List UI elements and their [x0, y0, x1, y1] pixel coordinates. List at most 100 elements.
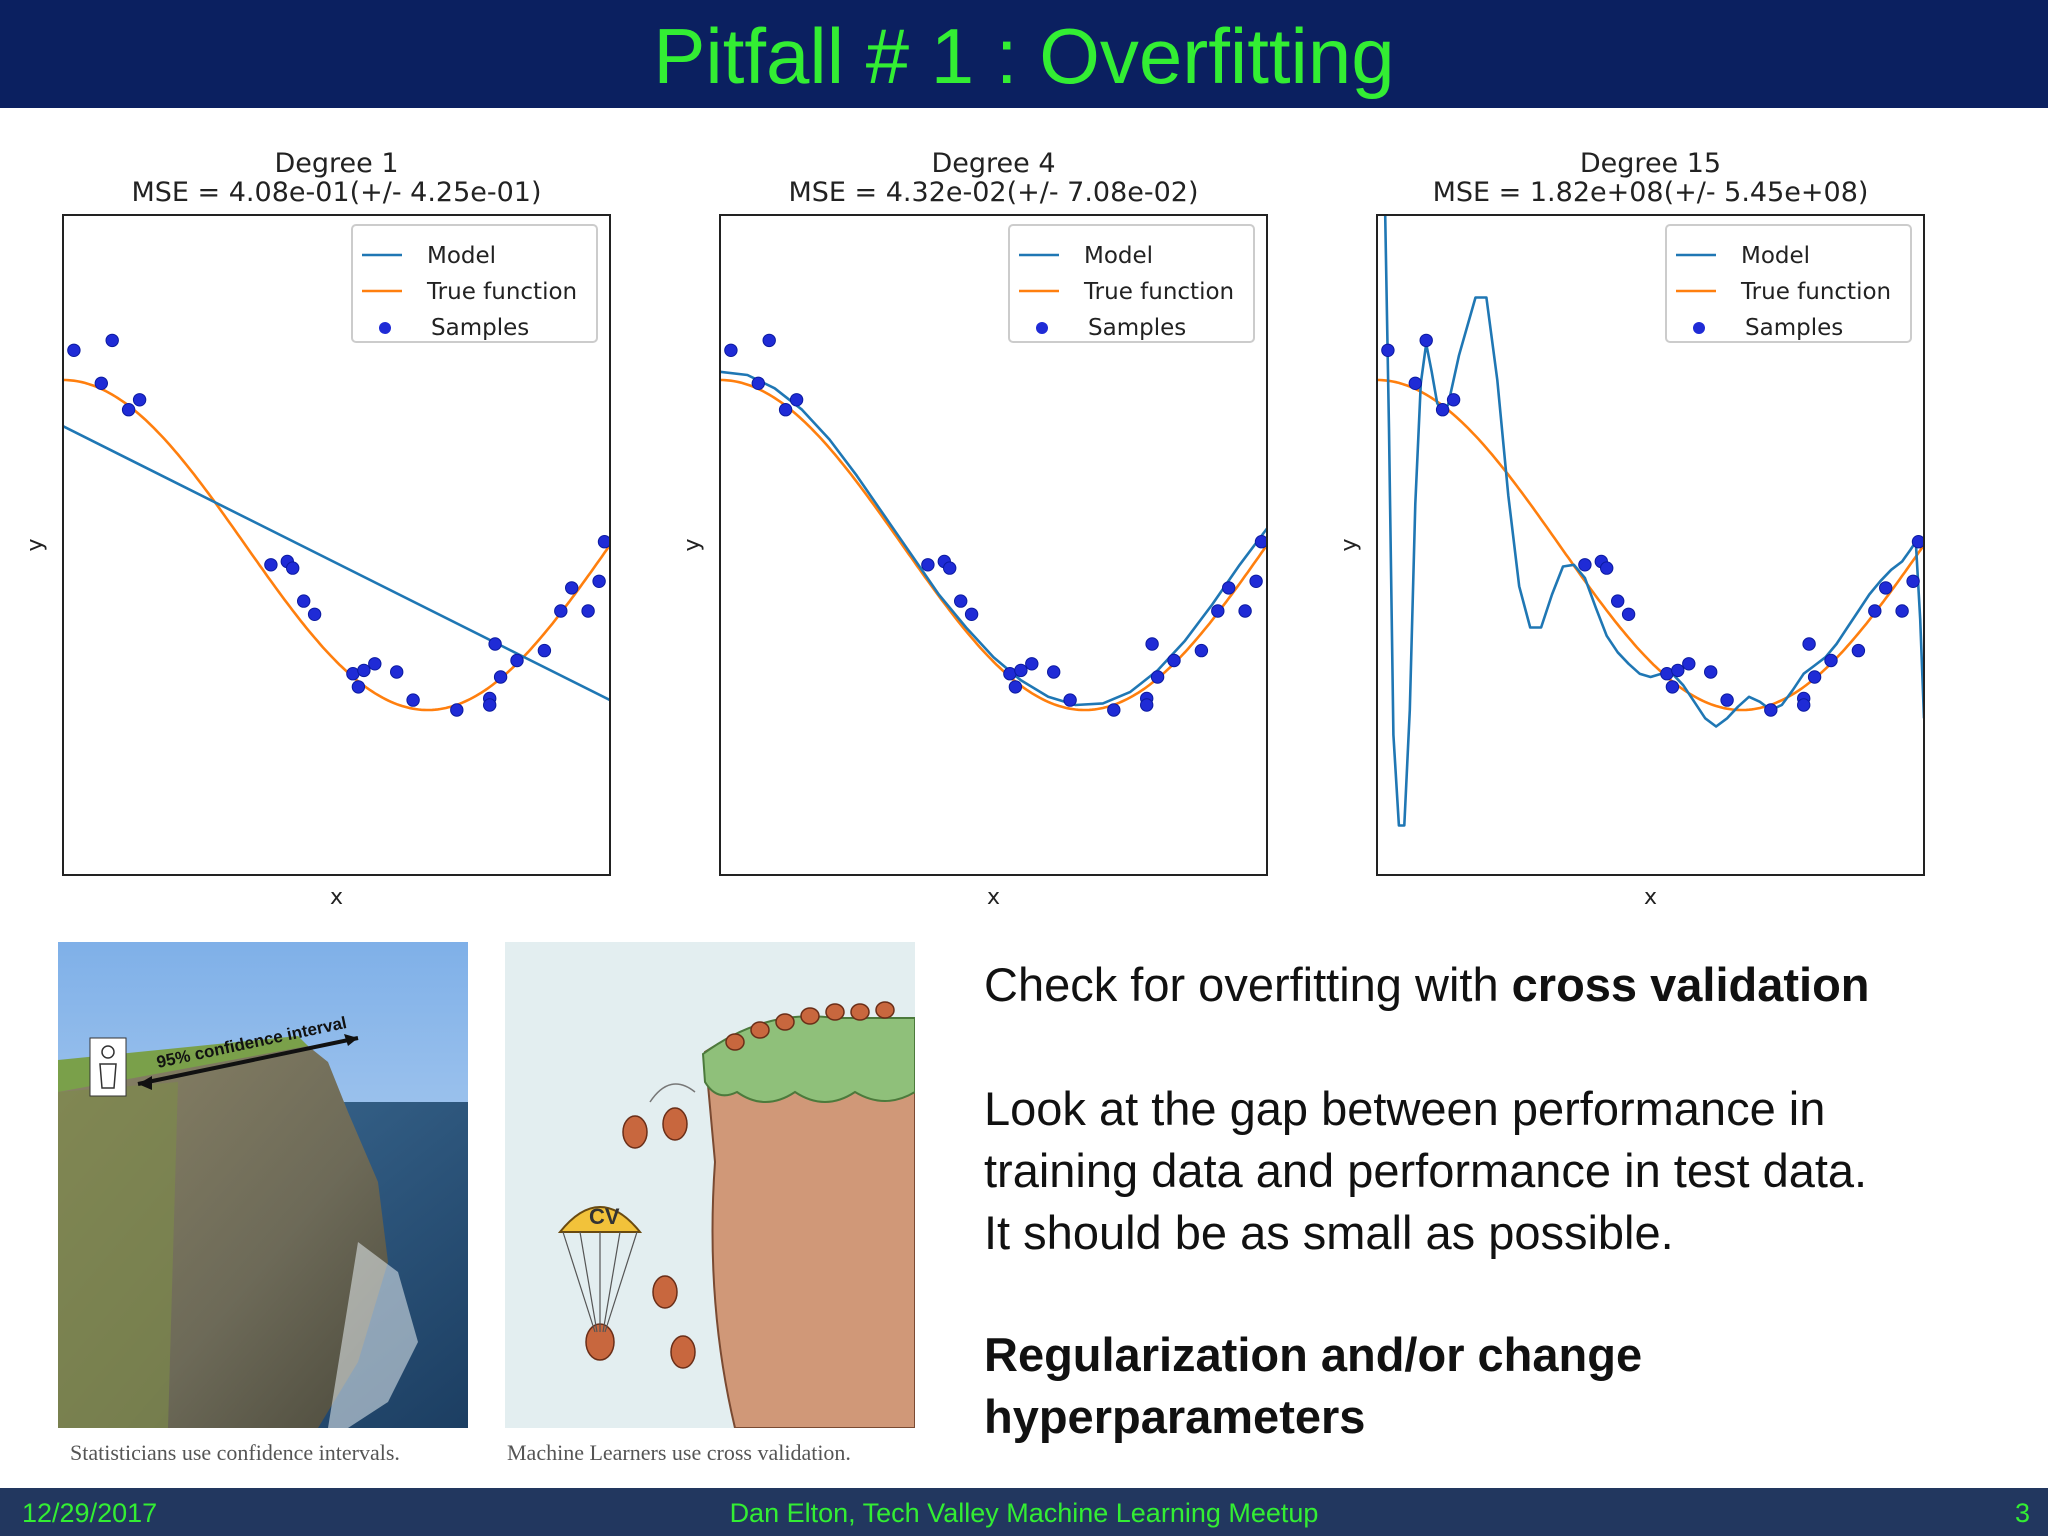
sample-point	[581, 604, 595, 618]
legend-entry: Model	[427, 243, 496, 269]
sample-point	[94, 376, 109, 390]
slide-header: Pitfall # 1 : Overfitting	[0, 0, 2048, 108]
regularization-line-2: hyperparameters	[984, 1390, 1366, 1443]
sample-point	[1621, 607, 1636, 621]
y-axis-label: y	[680, 538, 705, 551]
sample-point	[1704, 665, 1718, 679]
plot-frame	[62, 214, 611, 876]
gap-paragraph-line-3: It should be as small as possible.	[984, 1206, 1674, 1259]
sample-point	[1047, 665, 1061, 679]
sample-point	[724, 343, 738, 357]
sample-point	[1150, 670, 1165, 684]
legend-entry: Samples	[431, 315, 529, 341]
sample-point	[1194, 643, 1209, 658]
sample-point	[1140, 698, 1154, 712]
y-axis-label: y	[1337, 538, 1362, 551]
cv-parachute-label: CV	[589, 1204, 620, 1229]
sample-point	[1014, 663, 1028, 678]
sample-point	[121, 403, 136, 417]
gap-paragraph-line-1: Look at the gap between performance in	[984, 1082, 1826, 1135]
sample-point	[1851, 643, 1866, 658]
sample-point	[307, 607, 322, 621]
sample-point	[537, 643, 552, 658]
sample-point	[297, 594, 311, 608]
sample-point	[132, 393, 147, 407]
model-line	[1383, 215, 1924, 827]
sample-point	[1895, 604, 1909, 618]
sample-point	[778, 403, 793, 417]
sample-point	[1868, 604, 1882, 618]
sample-point	[1802, 637, 1816, 651]
x-axis-label: x	[987, 885, 1000, 910]
sample-point	[1063, 693, 1077, 707]
sample-point	[954, 594, 968, 608]
plot-frame	[719, 214, 1268, 876]
plot-lines	[63, 333, 610, 717]
sample-point	[1807, 670, 1822, 684]
sample-point	[1238, 604, 1252, 618]
x-axis-label: x	[330, 885, 343, 910]
legend-samples-swatch	[379, 322, 391, 334]
sample-point	[1446, 393, 1461, 407]
sample-point	[1254, 535, 1267, 549]
sample-point	[406, 693, 420, 707]
sample-point	[450, 703, 464, 717]
legend-entry: True function	[426, 279, 577, 305]
model-line	[720, 370, 1267, 707]
regularization-line-1: Regularization and/or change	[984, 1328, 1643, 1381]
legend-entry: Model	[1084, 243, 1153, 269]
sample-point	[286, 561, 300, 575]
sample-point	[1578, 558, 1592, 572]
gap-paragraph-line-2: training data and performance in test da…	[984, 1144, 1868, 1197]
sample-point	[1211, 604, 1225, 618]
plot-lines	[1377, 215, 1924, 827]
sample-point	[1008, 680, 1023, 694]
plot-frame	[1376, 214, 1925, 876]
sample-point	[67, 343, 81, 357]
sample-point	[346, 667, 360, 681]
confidence-interval-cliff-photo: 95% confidence interval	[58, 942, 468, 1428]
plot-title: Degree 15	[1580, 148, 1721, 179]
cross-validation-text: Check for overfitting with cross validat…	[984, 954, 1870, 1016]
sample-point	[1682, 657, 1696, 671]
sample-point	[488, 637, 502, 651]
sample-point	[1003, 667, 1017, 681]
sample-point	[1611, 594, 1625, 608]
footer-date: 12/29/2017	[22, 1498, 158, 1528]
plot-lines	[720, 333, 1267, 717]
sample-point	[1906, 574, 1920, 588]
sample-point	[1879, 581, 1893, 595]
sample-point	[1797, 698, 1811, 712]
legend-box	[1008, 224, 1255, 343]
sample-point	[1222, 581, 1236, 595]
cross-validation-cartoon: CV	[505, 942, 915, 1428]
sample-point	[762, 333, 776, 348]
sample-point	[1167, 653, 1181, 668]
legend-entry: Samples	[1088, 315, 1186, 341]
sample-point	[565, 581, 579, 595]
legend-entry: Samples	[1745, 315, 1843, 341]
legend-box	[351, 224, 598, 343]
sample-point	[592, 574, 606, 588]
sample-point	[964, 607, 979, 621]
cross-validation-text-bold: cross validation	[1511, 958, 1870, 1011]
footer-page-number: 3	[2014, 1498, 2030, 1528]
cross-validation-text-pre: Check for overfitting with	[984, 958, 1512, 1011]
sample-point	[357, 663, 371, 678]
sample-point	[789, 393, 804, 407]
sample-point	[1665, 680, 1680, 694]
sample-point	[368, 657, 382, 671]
sample-point	[597, 535, 610, 549]
sample-point	[1249, 574, 1263, 588]
sample-point	[1824, 653, 1838, 668]
footer-presenter: Dan Elton, Tech Valley Machine Learning …	[729, 1498, 1319, 1528]
plot-title: Degree 1	[274, 148, 398, 179]
sample-point	[390, 665, 404, 679]
sample-point	[1025, 657, 1039, 671]
sample-point	[1435, 403, 1450, 417]
sample-point	[510, 653, 524, 668]
